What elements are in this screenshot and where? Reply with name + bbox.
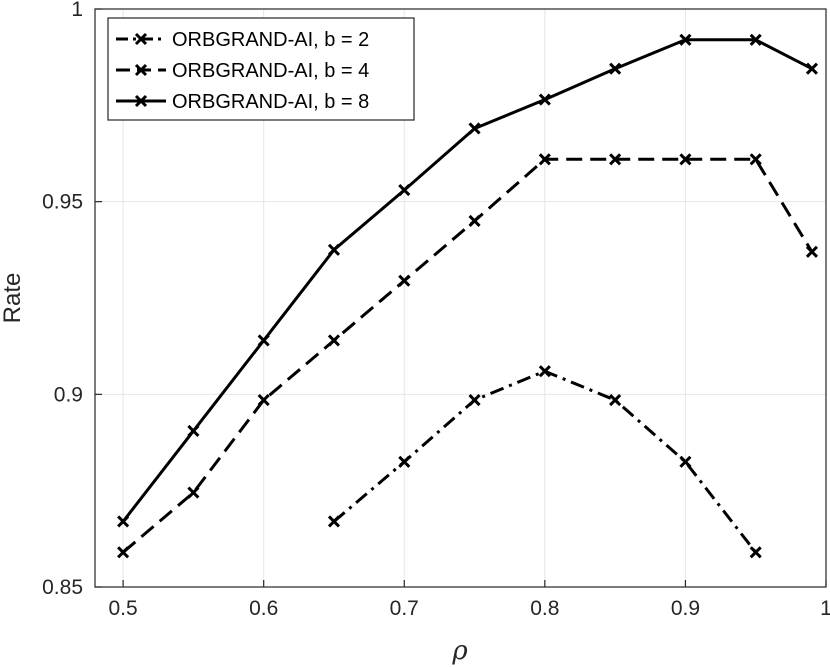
axis-ticks: 0.5 0.6 0.7 0.8 0.9 1 0.85 0.9 0.95 1 bbox=[42, 0, 830, 620]
series-b4 bbox=[117, 153, 819, 559]
legend-marker bbox=[134, 63, 148, 77]
data-point-marker bbox=[468, 394, 481, 407]
data-point-marker bbox=[117, 515, 130, 528]
data-point-marker bbox=[327, 334, 341, 347]
y-tick-label: 1 bbox=[71, 0, 83, 21]
series-b8 bbox=[117, 33, 819, 528]
series-layer bbox=[117, 33, 819, 559]
legend: ORBGRAND-AI, b = 2 ORBGRAND-AI, b = 4 ORBG… bbox=[107, 17, 415, 121]
data-point-marker bbox=[538, 365, 551, 378]
data-point-marker bbox=[187, 424, 200, 438]
data-point-marker bbox=[327, 243, 341, 256]
x-tick-label: 0.6 bbox=[249, 597, 278, 620]
data-point-marker bbox=[538, 153, 551, 166]
plot-frame bbox=[94, 8, 827, 588]
data-point-marker bbox=[538, 93, 551, 106]
data-point-marker bbox=[327, 515, 341, 528]
data-point-marker bbox=[117, 546, 130, 559]
legend-marker bbox=[134, 32, 148, 46]
data-point-marker bbox=[257, 394, 270, 407]
x-tick-label: 0.9 bbox=[671, 597, 700, 620]
data-point-marker bbox=[468, 122, 481, 135]
legend-label: ORBGRAND-AI, b = 8 bbox=[172, 91, 369, 113]
data-point-marker bbox=[187, 486, 200, 499]
x-axis-label: ρ bbox=[451, 636, 468, 666]
data-point-marker bbox=[679, 455, 692, 468]
data-point-marker bbox=[749, 153, 762, 166]
y-axis-label: Rate bbox=[0, 273, 26, 324]
data-point-marker bbox=[609, 153, 622, 166]
y-tick-label: 0.9 bbox=[54, 383, 83, 406]
legend-label: ORBGRAND-AI, b = 2 bbox=[172, 29, 369, 51]
x-tick-label: 0.8 bbox=[530, 597, 559, 620]
data-point-marker bbox=[805, 62, 819, 75]
y-tick-label: 0.95 bbox=[42, 191, 83, 214]
series-b2 bbox=[327, 365, 762, 559]
data-point-marker bbox=[609, 62, 622, 75]
data-point-marker bbox=[609, 394, 622, 407]
x-tick-label: 0.7 bbox=[390, 597, 419, 620]
y-tick-label: 0.85 bbox=[42, 576, 83, 599]
data-point-marker bbox=[679, 33, 692, 46]
data-point-marker bbox=[398, 184, 411, 197]
legend-label: ORBGRAND-AI, b = 4 bbox=[172, 60, 369, 82]
data-point-marker bbox=[257, 334, 270, 347]
x-tick-label: 0.5 bbox=[109, 597, 138, 620]
data-point-marker bbox=[805, 245, 819, 258]
data-point-marker bbox=[468, 214, 481, 227]
legend-marker bbox=[134, 94, 148, 108]
data-point-marker bbox=[398, 274, 411, 287]
data-point-marker bbox=[679, 153, 692, 166]
data-point-marker bbox=[749, 546, 762, 559]
x-tick-label: 1 bbox=[820, 597, 830, 620]
data-point-marker bbox=[749, 33, 762, 46]
data-point-marker bbox=[398, 455, 411, 468]
